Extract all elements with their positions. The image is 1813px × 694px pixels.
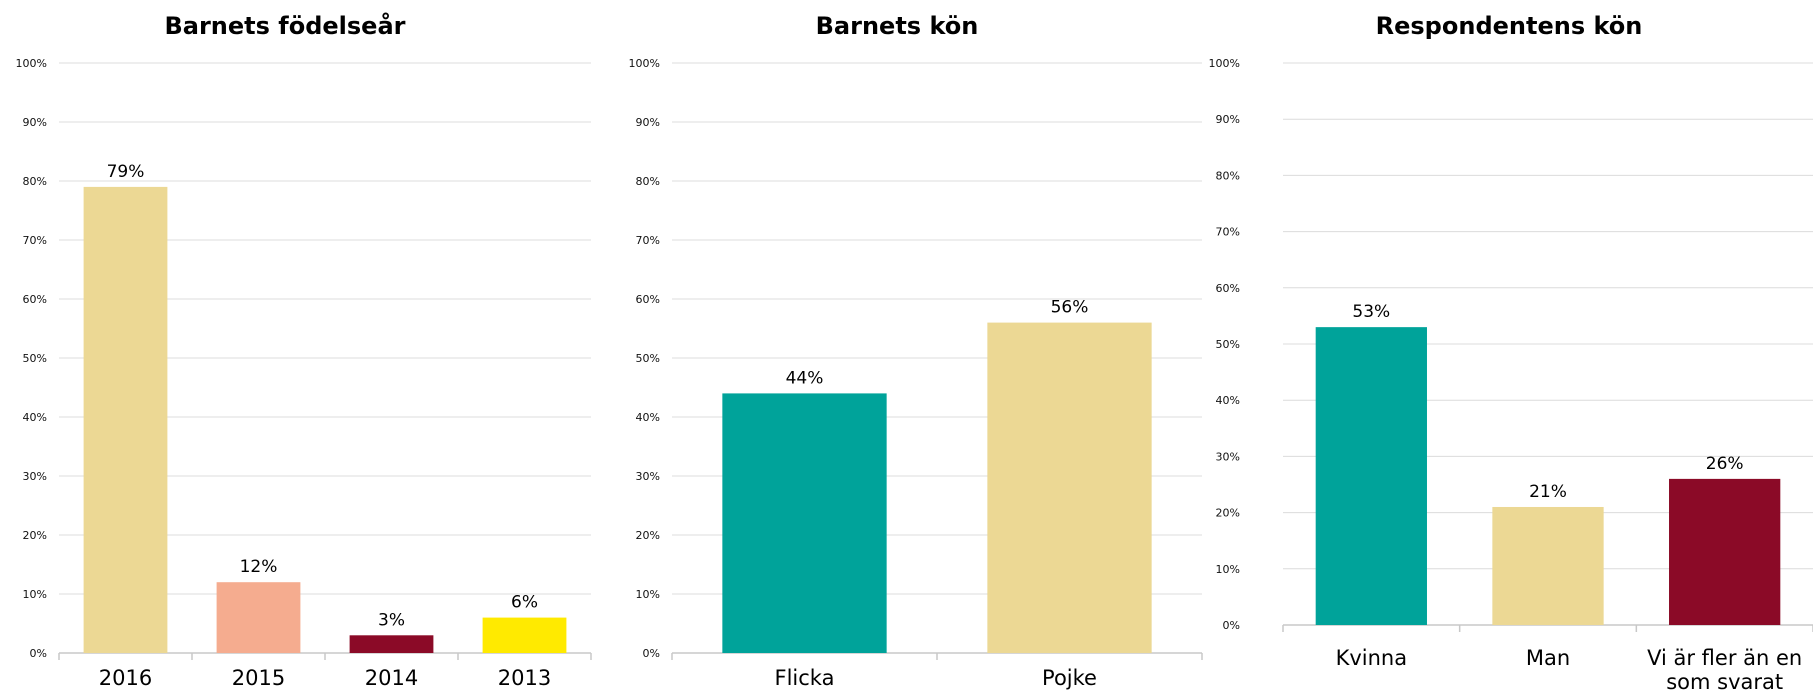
chart-3: Respondentens kön 0% 10% 20% 30% 40% 50% 60% 70%… [1209,12,1813,694]
y-tick-label: 0% [643,647,660,660]
data-label: 56% [1051,298,1089,318]
data-label: 26% [1706,454,1744,474]
bar [83,186,168,653]
y-tick-label: 0% [1223,619,1240,632]
y-tick-label: 100% [629,57,660,70]
y-tick-label: 20% [23,529,47,542]
data-label: 79% [107,162,145,182]
y-tick-label: 30% [636,470,660,483]
data-label: 21% [1529,482,1567,502]
y-tick-label: 80% [1216,169,1240,182]
x-category-label: Man [1526,646,1570,670]
x-category-label: 2014 [365,666,418,690]
bar [1669,478,1781,625]
data-label: 53% [1352,302,1390,322]
x-category-label: 2013 [498,666,551,690]
bar [216,582,301,653]
y-tick-label: 70% [1216,226,1240,239]
data-label: 44% [786,368,824,388]
y-tick-label: 30% [1216,450,1240,463]
y-tick-label: 100% [1209,57,1240,70]
bar [482,617,567,653]
chart-title: Barnets födelseår [164,11,405,40]
y-tick-label: 50% [23,352,47,365]
y-tick-label: 70% [636,234,660,247]
y-tick-label: 40% [1216,394,1240,407]
x-category-label: 2016 [99,666,152,690]
chart-2: Barnets kön 0% 10% 20% 30% 40% 50% 60% 70% 80% 90%… [629,12,1203,690]
bar [1315,327,1427,625]
y-tick-label: 100% [16,57,47,70]
x-category-label: 2015 [232,666,285,690]
y-tick-label: 50% [1216,338,1240,351]
x-category-label: Kvinna [1336,646,1408,670]
y-tick-label: 80% [23,175,47,188]
y-tick-label: 50% [636,352,660,365]
chart-title: Barnets kön [816,12,979,40]
bar [987,322,1152,653]
data-label: 6% [511,593,538,613]
x-category-label: Flicka [775,666,835,690]
y-tick-label: 90% [23,116,47,129]
y-tick-label: 40% [23,411,47,424]
y-tick-label: 20% [1216,507,1240,520]
data-label: 3% [378,610,405,630]
x-category-label: som svarat [1666,670,1783,694]
y-tick-label: 40% [636,411,660,424]
y-tick-label: 70% [23,234,47,247]
chart-1: Barnets födelseår 0% 10% 20% 30% 40% 50% 60% 70%… [16,11,592,690]
x-category-label: Vi är fler än en [1647,646,1802,670]
y-tick-label: 60% [1216,282,1240,295]
y-tick-label: 90% [636,116,660,129]
y-tick-label: 30% [23,470,47,483]
y-tick-label: 0% [30,647,47,660]
y-tick-label: 10% [23,588,47,601]
data-label: 12% [240,557,278,577]
y-tick-label: 60% [23,293,47,306]
y-tick-label: 80% [636,175,660,188]
bar [1492,506,1604,625]
y-tick-label: 90% [1216,113,1240,126]
chart-title: Respondentens kön [1376,12,1643,40]
y-tick-label: 10% [1216,563,1240,576]
bar [349,635,434,653]
y-tick-label: 10% [636,588,660,601]
y-tick-label: 60% [636,293,660,306]
x-category-label: Pojke [1042,666,1097,690]
bar [722,393,887,653]
y-tick-label: 20% [636,529,660,542]
